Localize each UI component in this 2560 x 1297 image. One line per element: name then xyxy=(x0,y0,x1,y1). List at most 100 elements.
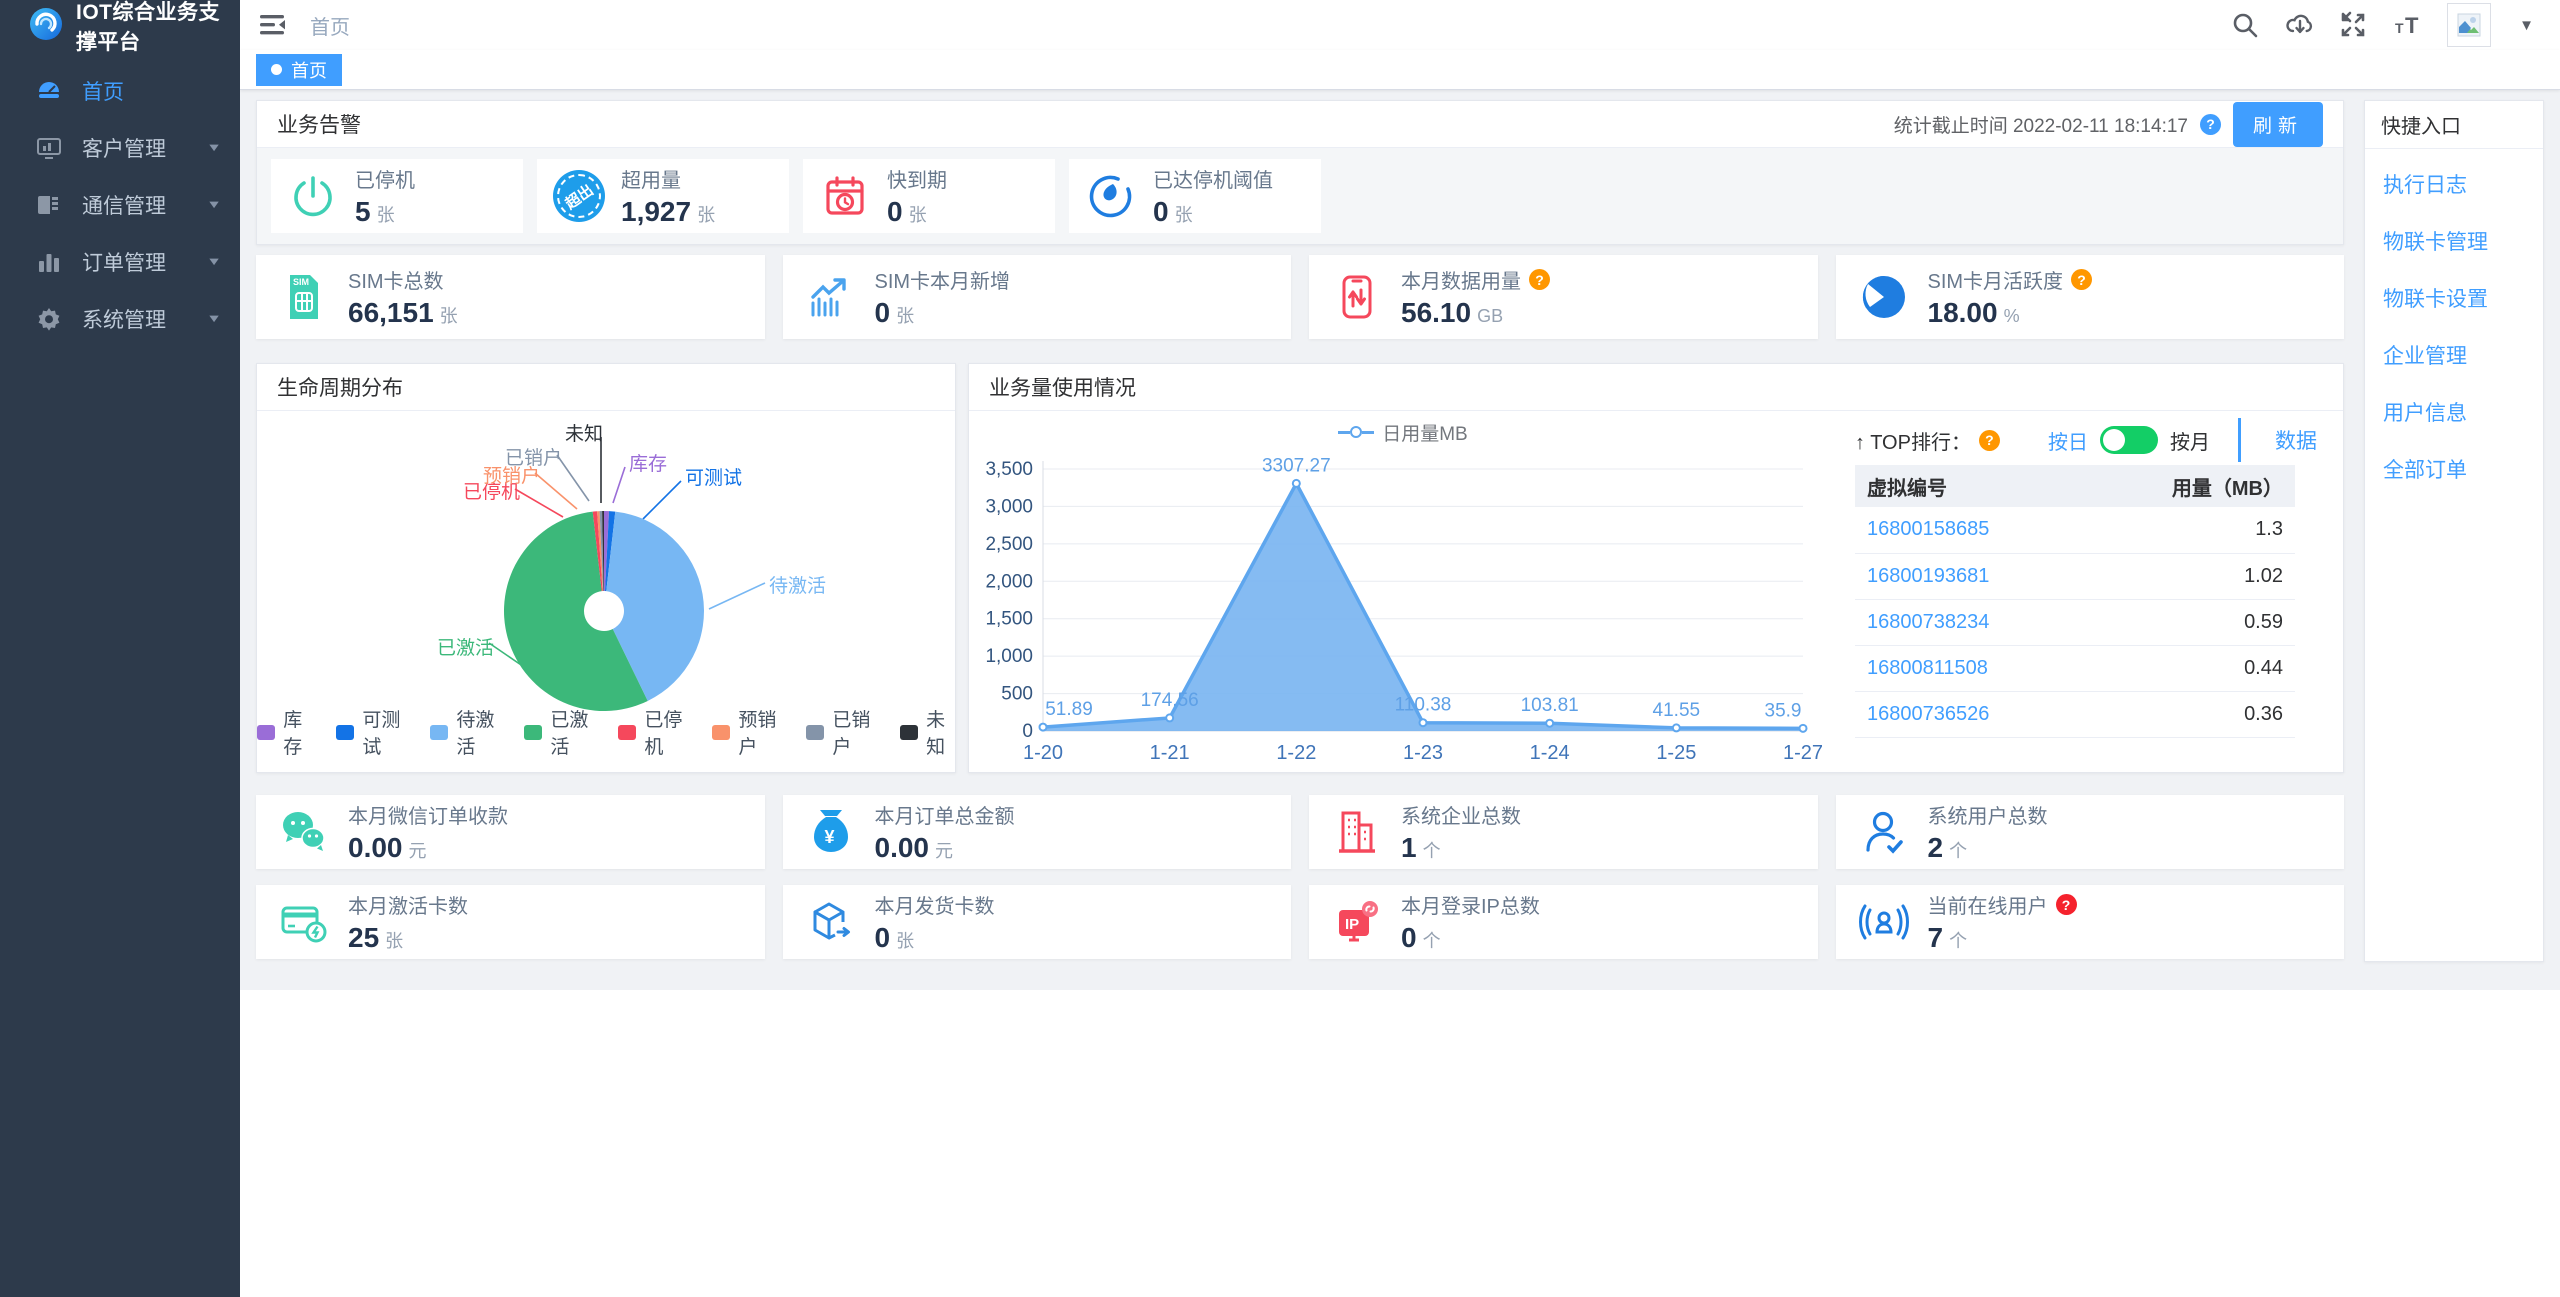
page-content: 业务告警 统计截止时间 2022-02-11 18:14:17 ? 刷新 已停机 xyxy=(240,90,2560,990)
data-point[interactable] xyxy=(1165,713,1175,723)
search-icon[interactable] xyxy=(2231,11,2259,39)
stat-value: 0 xyxy=(1153,196,1169,227)
data-point[interactable] xyxy=(1038,722,1048,732)
rank-controls: 按日 按月 数据 xyxy=(2048,418,2323,462)
usage-value: 1.02 xyxy=(2083,553,2295,600)
sidebar-item-system[interactable]: 系统管理 ▼ xyxy=(0,290,240,347)
legend-item[interactable]: 未知 xyxy=(899,705,955,759)
panel-title: 业务告警 xyxy=(277,114,361,137)
pie-slice[interactable] xyxy=(602,511,604,592)
quick-link-all-orders[interactable]: 全部订单 xyxy=(2383,459,2467,482)
stat-unit: 个 xyxy=(1949,841,1968,861)
legend-chip xyxy=(430,724,449,740)
mode-day-label[interactable]: 按日 xyxy=(2048,431,2088,454)
caret-down-icon[interactable]: ▼ xyxy=(2519,16,2534,34)
legend-item[interactable]: 预销户 xyxy=(711,705,782,759)
virtual-id-link[interactable]: 16800158685 xyxy=(1855,507,2084,554)
card-activate-icon xyxy=(278,896,330,948)
fullscreen-icon[interactable] xyxy=(2339,11,2367,39)
quick-link-iot-card-settings[interactable]: 物联卡设置 xyxy=(2383,288,2488,311)
stat-value: 1,927 xyxy=(621,196,692,227)
point-label: 110.38 xyxy=(1395,695,1452,716)
sidebar-item-label: 订单管理 xyxy=(82,251,166,275)
panel-title: 业务量使用情况 xyxy=(989,377,1136,400)
pie-slice[interactable] xyxy=(606,511,704,701)
stat-value: 1 xyxy=(1401,832,1417,863)
sidebar-item-communication[interactable]: 通信管理 ▼ xyxy=(0,176,240,233)
quick-link-exec-log[interactable]: 执行日志 xyxy=(2383,174,2467,197)
refresh-button[interactable]: 刷新 xyxy=(2232,101,2323,147)
alert-card-overuse: 超出 超用量 1,927 张 xyxy=(537,159,789,233)
legend-item[interactable]: 已激活 xyxy=(524,705,594,759)
sidebar-item-orders[interactable]: 订单管理 ▼ xyxy=(0,233,240,290)
stat-unit: 张 xyxy=(385,931,404,951)
pie-slice[interactable] xyxy=(592,511,603,592)
stat-label: 系统用户总数 xyxy=(1927,806,2048,828)
help-icon[interactable]: ? xyxy=(1529,269,1550,290)
tab-home[interactable]: 首页 xyxy=(256,53,342,86)
stat-unit: 张 xyxy=(697,205,716,225)
chevron-down-icon: ▼ xyxy=(206,198,222,211)
legend-item[interactable]: 已停机 xyxy=(618,705,688,759)
data-point[interactable] xyxy=(1798,723,1808,733)
quick-link-iot-card-mgmt[interactable]: 物联卡管理 xyxy=(2383,231,2488,254)
help-icon[interactable]: ? xyxy=(2055,894,2077,915)
alerts-panel-header: 业务告警 统计截止时间 2022-02-11 18:14:17 ? 刷新 xyxy=(257,101,2343,148)
tab-active-dot xyxy=(271,64,282,75)
table-row: 16800193681 1.02 xyxy=(1855,553,2295,600)
data-point[interactable] xyxy=(1291,478,1301,488)
avatar[interactable] xyxy=(2447,3,2492,47)
sidebar-item-customers[interactable]: 客户管理 ▼ xyxy=(0,119,240,176)
legend-item[interactable]: 库存 xyxy=(257,705,312,759)
virtual-id-link[interactable]: 16800811508 xyxy=(1855,645,2084,692)
stat-value: 56.10 xyxy=(1401,297,1472,328)
svg-text:2,500: 2,500 xyxy=(985,534,1033,555)
data-tab-link[interactable]: 数据 xyxy=(2275,430,2317,453)
user-check-icon xyxy=(1858,806,1910,858)
legend-item[interactable]: 待激活 xyxy=(430,705,500,759)
data-point[interactable] xyxy=(1671,723,1681,733)
pie-slice[interactable] xyxy=(504,511,648,711)
help-icon[interactable]: ? xyxy=(2199,113,2221,135)
pie-slice[interactable] xyxy=(597,511,604,592)
mode-month-label[interactable]: 按月 xyxy=(2170,431,2210,454)
data-point[interactable] xyxy=(1545,718,1555,728)
sidebar-item-home[interactable]: 首页 xyxy=(0,62,240,119)
help-icon[interactable]: ? xyxy=(1978,429,2000,451)
help-icon[interactable]: ? xyxy=(2071,269,2093,290)
stat-unit: 张 xyxy=(908,205,927,225)
legend-item[interactable]: 可测试 xyxy=(336,705,406,759)
virtual-id-link[interactable]: 16800738234 xyxy=(1855,599,2084,646)
quick-link-enterprise-mgmt[interactable]: 企业管理 xyxy=(2383,345,2467,368)
stat-label: 本月激活卡数 xyxy=(348,896,468,918)
stat-value: 0 xyxy=(1401,922,1417,953)
line-series-marker xyxy=(1338,426,1375,438)
legend-item[interactable]: 已销户 xyxy=(805,705,876,759)
virtual-id-link[interactable]: 16800736526 xyxy=(1855,691,2084,738)
breadcrumb[interactable]: 首页 xyxy=(310,16,350,39)
area-legend[interactable]: 日用量MB xyxy=(979,417,1827,447)
pie-slice[interactable] xyxy=(599,511,604,592)
quick-link-user-info[interactable]: 用户信息 xyxy=(2383,402,2467,425)
overuse-badge-icon: 超出 xyxy=(553,170,605,222)
hamburger-icon[interactable] xyxy=(258,12,288,38)
app-logo-icon xyxy=(28,6,64,47)
area-fill xyxy=(1043,483,1803,731)
pie-slice[interactable] xyxy=(604,511,610,592)
data-point[interactable] xyxy=(1418,718,1428,728)
virtual-id-link[interactable]: 16800193681 xyxy=(1855,553,2084,600)
pie-slice[interactable] xyxy=(605,511,616,592)
legend-chip xyxy=(711,724,731,740)
cloud-download-icon[interactable] xyxy=(2285,11,2313,39)
svg-text:1,000: 1,000 xyxy=(985,646,1033,667)
point-label: 3307.27 xyxy=(1262,455,1331,476)
book-icon xyxy=(36,192,62,218)
ip-monitor-icon: IP xyxy=(1331,896,1383,948)
day-month-toggle[interactable] xyxy=(2100,426,2158,454)
stat-label: SIM卡本月新增 xyxy=(874,271,1011,293)
